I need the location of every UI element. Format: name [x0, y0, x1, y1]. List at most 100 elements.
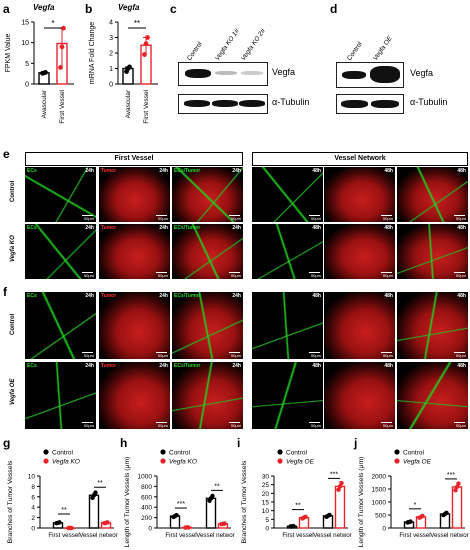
y-tick-label: 5	[25, 61, 29, 68]
y-tick-label: 600	[141, 494, 152, 501]
timepoint-label: 48h	[384, 168, 393, 174]
channel-label: ECs	[27, 168, 37, 174]
data-point	[145, 35, 150, 40]
timepoint-label: 24h	[85, 225, 94, 231]
data-point	[210, 493, 215, 499]
x-tick-label: First vessel	[282, 532, 313, 539]
data-point	[453, 488, 458, 493]
y-tick-label: 3	[109, 35, 113, 42]
x-tick-label: Vessel network	[79, 532, 118, 539]
microscopy-image: ECs/Tumor 24h 50μm	[172, 292, 243, 359]
data-point	[456, 481, 461, 486]
y-tick-label: 0	[109, 82, 113, 89]
band	[215, 71, 237, 75]
microscopy-image: 48h 50μm	[252, 292, 323, 359]
timepoint-label: 24h	[232, 363, 241, 369]
timepoint-label: 48h	[312, 293, 321, 299]
channel-label: ECs/Tumor	[174, 168, 201, 174]
scale-bar	[156, 215, 167, 216]
x-tick-label: First Vessel	[143, 89, 150, 123]
y-axis-label: mRNA Fold Change	[89, 22, 96, 84]
microscopy-image: Tumor 24h 50μm	[99, 167, 170, 222]
microscopy-image: ECs 24h 50μm	[25, 292, 96, 359]
lane-label-ko2: Vegfa KO 2#	[240, 27, 267, 63]
header-first-vessel: First Vessel	[25, 152, 243, 166]
scale-bar-label: 50μm	[455, 353, 466, 358]
legend-label: Vegfa KO	[169, 459, 197, 466]
band	[371, 100, 399, 108]
microscopy-image: Tumor 24h 50μm	[99, 224, 170, 279]
scale-bar-label: 50μm	[310, 216, 321, 221]
y-tick-label: 5	[265, 517, 269, 524]
data-point	[59, 44, 65, 50]
data-point	[69, 525, 74, 531]
blot-c-tubulin	[178, 94, 268, 114]
timepoint-label: 48h	[312, 363, 321, 369]
legend-label: Control	[403, 450, 425, 457]
band	[241, 71, 263, 75]
data-point	[291, 523, 296, 529]
data-point	[337, 484, 343, 489]
scale-bar	[454, 215, 465, 216]
microscopy-image: ECs/Tumor 24h 50μm	[172, 362, 243, 429]
y-tick-label: 0	[265, 526, 269, 533]
legend-marker	[277, 458, 283, 464]
band-label-vegfa-c: Vegfa	[272, 67, 296, 77]
scale-bar	[454, 352, 465, 353]
y-tick-label: 1000	[372, 500, 387, 507]
scale-bar-label: 50μm	[310, 273, 321, 278]
row-label-f-control: Control	[10, 313, 16, 335]
scale-bar-label: 50μm	[455, 423, 466, 428]
timepoint-label: 24h	[159, 293, 168, 299]
panel-label-c: c	[170, 2, 177, 16]
timepoint-label: 24h	[232, 293, 241, 299]
band	[185, 69, 211, 78]
scale-bar	[454, 422, 465, 423]
chart-b: 0 1 2 3 4 mRNA Fold Change Avascular First Vess…	[89, 19, 158, 124]
timepoint-label: 48h	[457, 168, 466, 174]
channel-label: ECs	[27, 363, 37, 369]
y-tick-label: 25	[262, 482, 270, 489]
scale-bar-label: 50μm	[157, 273, 168, 278]
microscopy-image: 48h 50μm	[324, 362, 395, 429]
y-axis-label: Length of Tumor Vessels (μm)	[358, 457, 365, 548]
lane-label-oe: Vegfa OE	[372, 35, 394, 63]
band	[239, 100, 265, 107]
channel-label: ECs	[27, 293, 37, 299]
data-point	[58, 65, 63, 70]
data-point	[420, 513, 425, 519]
panel-label-g: g	[3, 436, 11, 450]
significance-label: ***	[177, 501, 185, 508]
timepoint-label: 24h	[85, 168, 94, 174]
chart-a: 0 5 10 15 FPKM Value Avascular First Vessel *	[5, 19, 74, 124]
chart-j: 0 500 1000 1500 2000 Length of Tumor Vessels …	[358, 449, 469, 548]
y-tick-label: 1500	[372, 487, 387, 494]
row-label-f-oe: Vegfa OE	[10, 378, 16, 405]
channel-label: ECs/Tumor	[174, 225, 201, 231]
microscopy-image: ECs/Tumor 24h 50μm	[172, 224, 243, 279]
x-tick-label: First vessel	[399, 532, 430, 539]
scale-bar	[309, 422, 320, 423]
scale-bar-label: 50μm	[230, 216, 241, 221]
y-tick-label: 0	[31, 526, 35, 533]
band	[212, 100, 238, 107]
significance-label: **	[295, 503, 301, 510]
header-vessel-network: Vessel Network	[252, 152, 468, 166]
panel-label-j: j	[354, 436, 358, 450]
panel-label-h: h	[120, 436, 128, 450]
legend-label: Control	[169, 450, 191, 457]
timepoint-label: 48h	[457, 363, 466, 369]
y-tick-label: 20	[262, 491, 270, 498]
y-tick-label: 10	[28, 474, 36, 481]
microscopy-image: ECs 24h 50μm	[25, 362, 96, 429]
data-point	[408, 519, 413, 524]
x-tick-label: First vessel	[165, 532, 196, 539]
band	[342, 71, 366, 79]
legend-label: Vegfa KO	[52, 459, 80, 466]
scale-bar	[156, 352, 167, 353]
scale-bar	[381, 352, 392, 353]
panel-title-b: Vegfa	[118, 3, 140, 12]
timepoint-label: 48h	[457, 225, 466, 231]
timepoint-label: 48h	[312, 168, 321, 174]
channel-label: Tumor	[101, 293, 117, 299]
